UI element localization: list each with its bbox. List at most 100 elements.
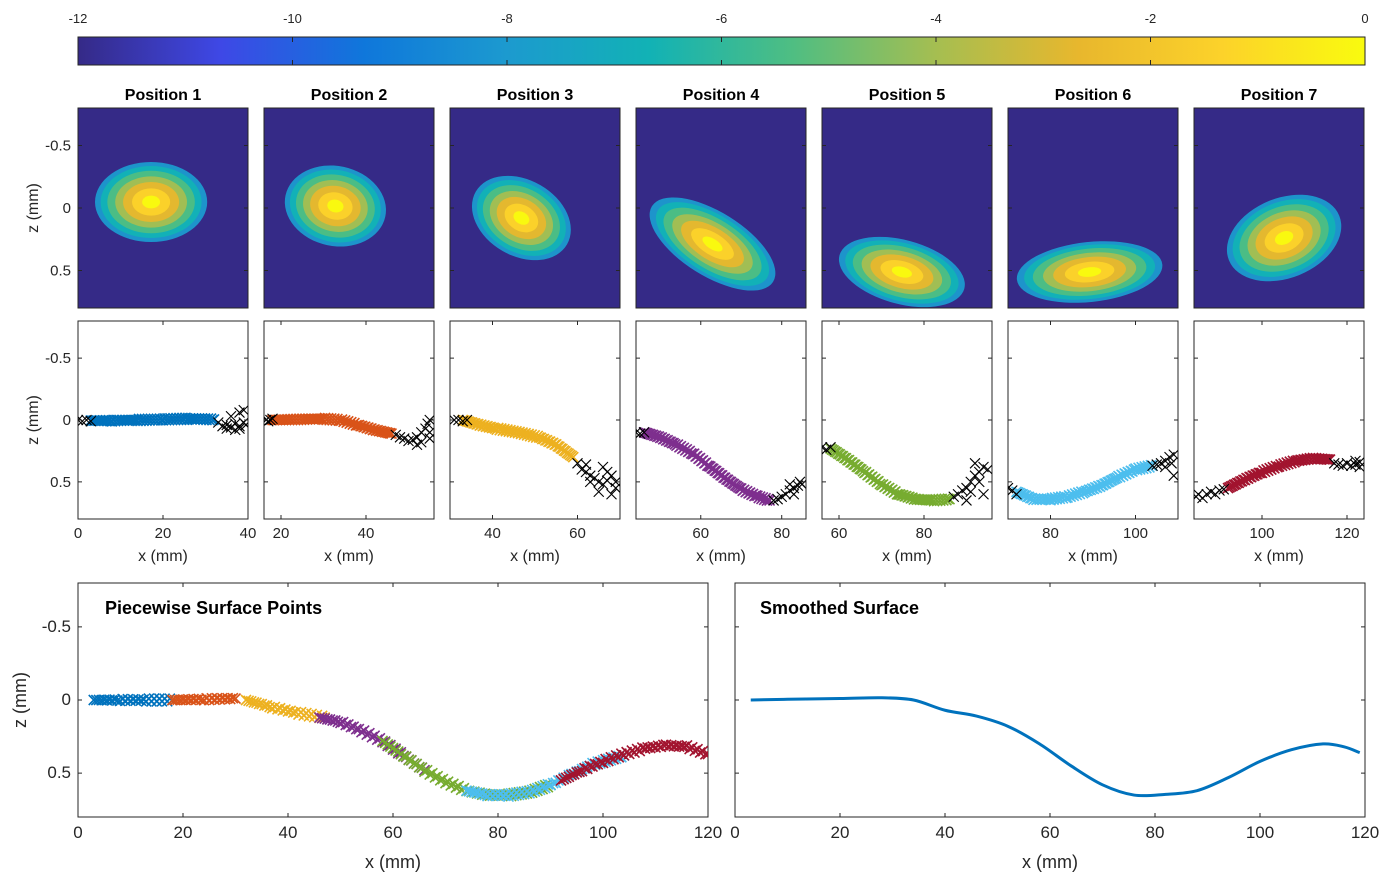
x-axis-label: x (mm) [510, 548, 560, 565]
outlier-point [453, 414, 464, 426]
outlier-point [424, 433, 434, 444]
data-point [565, 769, 578, 781]
x-axis-label: x (mm) [882, 548, 932, 565]
outlier-point [81, 414, 92, 426]
outlier-point [784, 478, 796, 490]
outlier-point [457, 415, 469, 427]
x-axis-label: x (mm) [696, 548, 746, 565]
scatter-row: -0.500.50 20 40x (mm)20 40x (mm)40 60x (mm)6… [25, 320, 1365, 565]
colorbar-tick-label: -2 [1145, 11, 1157, 26]
x-axis-label: x (mm) [1254, 548, 1304, 565]
heatmap-panel-4: Position 4 [635, 87, 807, 309]
scatter-panel-5: 60 80 x (mm) [821, 320, 993, 565]
y-tick-label: 0.5 [50, 474, 71, 491]
x-tick-label: 80 [916, 525, 933, 542]
outlier-point [1218, 483, 1230, 495]
outlier-point [1159, 461, 1171, 473]
outlier-point [85, 415, 97, 427]
outlier-point [1328, 457, 1340, 469]
outlier-point [1168, 470, 1178, 482]
scatter-points [636, 426, 806, 507]
outlier-point [403, 435, 414, 447]
outlier-point [221, 423, 233, 435]
x-tick-label: 20 [174, 823, 193, 842]
heatmap-panel-5: Position 5 [821, 87, 993, 309]
scatter-points [264, 412, 434, 451]
outlier-point [1166, 457, 1178, 469]
colorbar-tick-label: 0 [1361, 11, 1368, 26]
heatmap-title: Position 7 [1241, 87, 1318, 104]
x-axis-label: x (mm) [324, 548, 374, 565]
y-tick-label: 0 [63, 412, 71, 429]
smoothed-panel: 0 20 40 60 80 100 120 Smoothed Surface x (mm) [730, 582, 1379, 872]
x-tick-label: 60 [692, 525, 709, 542]
heatmap-title: Position 6 [1055, 87, 1132, 104]
outlier-point [601, 466, 613, 478]
outlier-point [636, 426, 642, 438]
panel-title: Piecewise Surface Points [105, 598, 322, 618]
outlier-point [638, 426, 650, 438]
y-axis-label: z (mm) [25, 183, 42, 233]
x-tick-label: 60 [384, 823, 403, 842]
heatmap-title: Position 4 [683, 87, 760, 104]
heatmap-title: Position 5 [869, 87, 946, 104]
heatmap-panel-2: Position 2 [263, 87, 435, 309]
outlier-point [788, 488, 800, 500]
x-axis-label: x (mm) [138, 548, 188, 565]
x-tick-label: 60 [831, 525, 848, 542]
x-axis-label: x (mm) [1068, 548, 1118, 565]
data-point [651, 431, 663, 443]
heatmap-contour [891, 266, 912, 278]
data-point [385, 428, 398, 440]
scatter-frame [821, 320, 993, 520]
y-axis-label: z (mm) [10, 672, 30, 728]
outlier-point [794, 476, 806, 488]
outlier-point [1151, 459, 1163, 470]
outlier-point [394, 431, 406, 443]
outlier-point [267, 413, 278, 425]
heatmap-blob [284, 165, 386, 247]
colorbar-tick-label: -4 [930, 11, 942, 26]
heatmap-blob [838, 236, 965, 308]
piecewise-panel: -0.5 0 0.5 0 20 40 60 80 100 120 Piecewise Surface… [10, 582, 722, 872]
outlier-point [825, 441, 836, 453]
outlier-point [1168, 449, 1178, 461]
data-point [573, 766, 585, 778]
data-point [408, 758, 420, 770]
x-tick-label: 20 [155, 525, 172, 542]
data-point [555, 774, 567, 787]
x-tick-label: 120 [1334, 525, 1359, 542]
outlier-point [424, 414, 434, 426]
scatter-panel-1: -0.5 0 0.5 0 20 40 x (mm) [45, 320, 257, 565]
outlier-point [1350, 455, 1361, 467]
outlier-point [961, 495, 972, 506]
data-point [560, 772, 572, 784]
x-axis-label: x (mm) [1022, 852, 1078, 872]
data-point [495, 788, 507, 800]
scatter-panel-7: 100 120 x (mm) [1193, 320, 1365, 565]
heatmap-row: -0.5 0 0.5 Position 1 Position 2 Position 3 Po… [25, 87, 1365, 309]
data-point [1321, 453, 1333, 466]
heatmap-title: Position 3 [497, 87, 574, 104]
heatmap-contour [702, 236, 723, 252]
data-point [390, 744, 402, 756]
y-tick-label: 0.5 [47, 763, 71, 782]
surface-row: -0.5 0 0.5 0 20 40 60 80 100 120 Piecewise Surface… [10, 582, 1379, 872]
x-tick-label: 20 [831, 823, 850, 842]
data-point [547, 777, 559, 789]
outlier-point [969, 457, 981, 469]
heatmap-blob [1226, 194, 1342, 282]
data-point [1322, 453, 1335, 466]
outlier-point [593, 486, 605, 498]
data-point [166, 694, 179, 706]
outlier-point [234, 423, 245, 435]
heatmap-title: Position 2 [311, 87, 388, 104]
scatter-points [450, 414, 620, 500]
outlier-point [1147, 460, 1158, 472]
x-tick-label: 100 [1246, 823, 1274, 842]
data-point [1319, 453, 1331, 465]
x-tick-label: 40 [240, 525, 257, 542]
heatmap-blob [471, 175, 571, 261]
x-tick-label: 120 [1351, 823, 1379, 842]
